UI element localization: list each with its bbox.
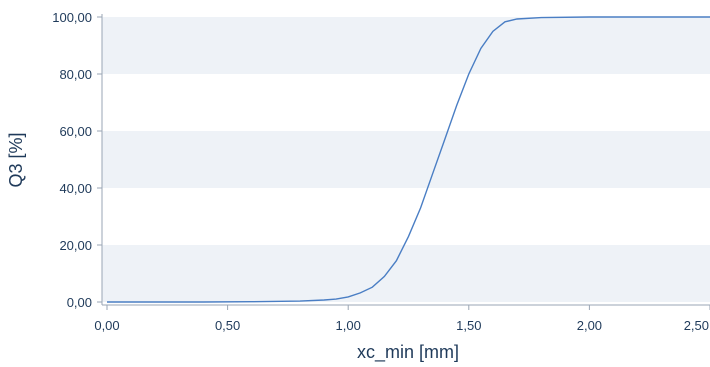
- x-tick-label: 0,50: [215, 318, 240, 333]
- grid-band: [102, 17, 710, 74]
- x-tick-label: 1,50: [456, 318, 481, 333]
- x-ticks: 0,00 0,50 1,00 1,50 2,00 2,50: [94, 305, 710, 333]
- y-tick-label: 20,00: [59, 238, 92, 253]
- y-axis-title: Q3 [%]: [6, 132, 26, 187]
- grid-band: [102, 131, 710, 188]
- y-tick-label: 80,00: [59, 67, 92, 82]
- y-tick-label: 0,00: [67, 295, 92, 310]
- series-line: [107, 16, 710, 303]
- x-tick-label: 1,00: [336, 318, 361, 333]
- x-tick-label: 2,00: [577, 318, 602, 333]
- y-tick-label: 60,00: [59, 124, 92, 139]
- x-axis-title: xc_min [mm]: [357, 342, 459, 363]
- y-tick-label: 40,00: [59, 181, 92, 196]
- x-tick-label: 0,00: [94, 318, 119, 333]
- grid-bands: [102, 17, 710, 302]
- y-tick-label: 100,00: [52, 10, 92, 25]
- grid-band: [102, 245, 710, 302]
- x-tick-label: 2,50: [684, 318, 709, 333]
- y-ticks: 0,00 20,00 40,00 60,00 80,00 100,00: [52, 10, 102, 310]
